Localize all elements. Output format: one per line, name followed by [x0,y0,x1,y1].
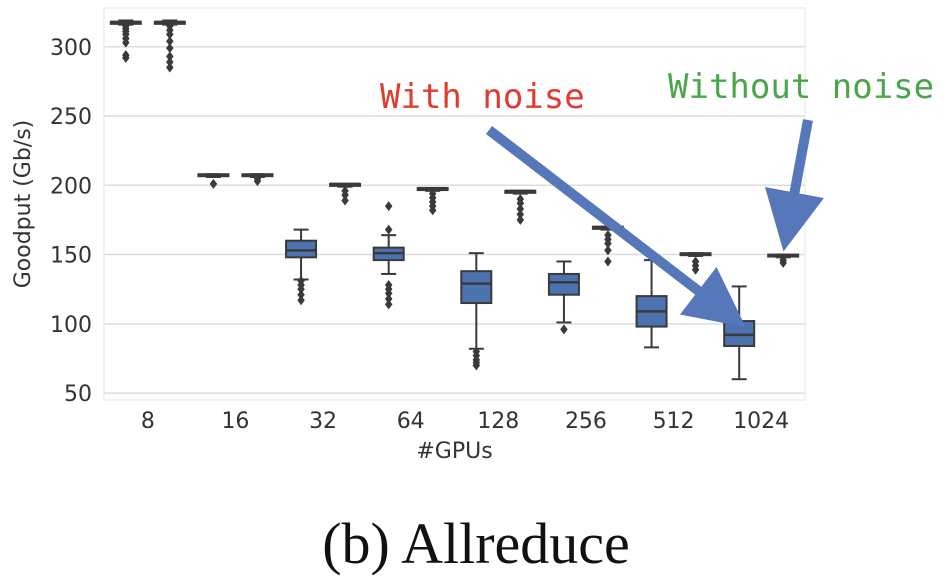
outlier-point [122,21,130,32]
outlier-point [428,188,437,199]
box-iqr [285,239,318,259]
y-tick-label: 50 [64,382,92,407]
x-tick-label: 1024 [733,409,789,434]
outlier-point [604,245,612,256]
box-iqr [547,272,580,296]
without-noise-annotation: Without noise [668,67,934,107]
outlier-point [166,21,174,32]
outlier-point [166,36,174,47]
box-plot [547,260,580,335]
x-tick-label: 8 [141,409,155,434]
y-tick-label: 300 [50,36,92,61]
outlier-point [472,346,481,357]
x-tick-label: 256 [565,409,607,434]
box-plot [723,285,756,381]
outlier-point [691,256,700,267]
chart: 50 100 150 200 250 300 8 16 32 64 128 256 512 1024 #… [11,7,934,464]
y-tick-label: 250 [50,105,92,130]
outlier-point [166,62,174,73]
outlier-point [604,256,612,267]
grid-lines [104,46,805,394]
outlier-point [779,255,787,266]
x-tick-label: 64 [397,409,425,434]
outlier-point [384,224,393,235]
outlier-point [516,203,525,214]
box-plot [460,252,493,371]
outlier-point [341,195,349,206]
box-plots [109,19,800,381]
box-plot [416,186,449,216]
y-tick-label: 150 [50,244,92,269]
outlier-point [384,299,393,310]
outlier-point [253,173,262,184]
box-iqr [723,320,756,347]
with-noise-arrow [485,126,746,328]
y-tick-label: 100 [50,313,92,338]
box-plot [372,201,405,310]
x-tick-label: 32 [309,409,337,434]
outlier-point [297,275,305,286]
box-plot [153,19,186,73]
x-tick-label: 128 [477,409,519,434]
x-axis-label: #GPUs [416,439,492,464]
box-plot [679,252,712,275]
box-plot [197,173,230,189]
outlier-point [384,280,393,291]
outlier-point [516,214,525,225]
y-tick-label: 200 [50,174,92,199]
outlier-point [297,295,305,306]
outlier-point [516,194,525,205]
figure-caption: (b) Allreduce [322,511,630,576]
box-plot [241,173,274,187]
outlier-point [166,43,174,54]
outlier-point [560,324,568,335]
outlier-point [122,50,130,61]
box-iqr [460,270,493,305]
x-tick-label: 512 [653,409,695,434]
y-tick-labels: 50 100 150 200 250 300 [50,36,92,407]
outlier-point [209,178,218,189]
outlier-point [341,185,349,196]
with-noise-annotation: With noise [380,77,585,117]
outlier-point [297,289,305,300]
outlier-point [166,51,174,62]
x-tick-label: 16 [221,409,249,434]
box-plot [767,253,800,268]
box-plot [635,259,668,349]
x-tick-labels: 8 16 32 64 128 256 512 1024 [141,409,789,434]
box-plot [285,228,318,306]
outlier-point [604,230,612,241]
outlier-point [166,57,174,68]
outlier-point [384,201,393,212]
box-plot [329,182,362,206]
box-plot [504,189,537,225]
without-noise-arrow [765,119,824,252]
box-plot [109,19,142,63]
y-axis-label: Goodput (Gb/s) [11,120,36,289]
outlier-point [516,209,525,220]
outlier-point [384,293,393,304]
